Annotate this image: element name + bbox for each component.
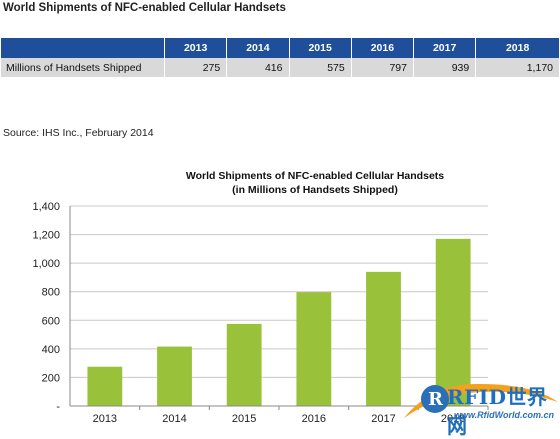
x-tick-label: 2016 — [302, 413, 326, 425]
table-cell: 939 — [413, 58, 477, 77]
bar — [226, 323, 262, 406]
y-tick-label: 1,200 — [32, 230, 60, 242]
header-year: 2017 — [413, 38, 477, 58]
rfid-world-logo: R — [404, 383, 558, 418]
shipments-table: 2013 2014 2015 2016 2017 2018 Millions o… — [1, 38, 559, 77]
x-tick-label: 2015 — [232, 413, 256, 425]
chart-title-block: World Shipments of NFC-enabled Cellular … — [140, 169, 490, 197]
x-tick-label: 2014 — [162, 413, 186, 425]
y-tick-label: 400 — [42, 344, 60, 356]
source-note: Source: IHS Inc., February 2014 — [3, 127, 154, 139]
bar — [435, 238, 471, 406]
header-year: 2013 — [164, 38, 228, 58]
table-cell: 416 — [226, 58, 290, 77]
x-tick-label: 2018 — [441, 413, 465, 425]
row-label: Millions of Handsets Shipped — [1, 58, 165, 77]
chart-title: World Shipments of NFC-enabled Cellular … — [185, 170, 445, 182]
bar — [366, 271, 401, 406]
table-cell: 275 — [164, 58, 228, 77]
y-tick-label: 600 — [42, 315, 60, 327]
header-year: 2015 — [289, 38, 352, 58]
header-year: 2016 — [351, 38, 415, 58]
y-tick-label: - — [56, 401, 60, 413]
header-empty-cell — [1, 38, 165, 58]
bar-layer — [87, 238, 471, 406]
table-cell: 575 — [289, 58, 352, 77]
bar-chart: - 200 400 600 800 1,000 1,200 1,400 2013 2014 2015… — [32, 201, 489, 425]
y-tick-label: 1,000 — [32, 258, 60, 270]
x-tick-label: 2017 — [371, 413, 395, 425]
grid-layer — [70, 205, 488, 378]
bar — [87, 366, 123, 406]
table-cell: 797 — [351, 58, 415, 77]
table-header-row: 2013 2014 2015 2016 2017 2018 — [1, 38, 559, 58]
y-tick-label: 200 — [42, 372, 60, 384]
bar — [157, 346, 192, 406]
header-year: 2018 — [475, 38, 559, 58]
y-tick-label: 800 — [42, 287, 60, 299]
table-row: Millions of Handsets Shipped 275 416 575… — [1, 58, 559, 77]
axis-layer: - 200 400 600 800 1,000 1,200 1,400 2013 2014 2015… — [32, 201, 489, 425]
bar — [296, 292, 332, 406]
table-title: World Shipments of NFC-enabled Cellular … — [3, 2, 286, 14]
table-cell: 1,170 — [475, 58, 559, 77]
y-tick-label: 1,400 — [32, 201, 60, 213]
watermark-url: www.RfidWorld.com.cn — [454, 410, 555, 420]
header-year: 2014 — [226, 38, 290, 58]
x-tick-label: 2013 — [93, 413, 117, 425]
chart-subtitle: (in Millions of Handsets Shipped) — [232, 184, 398, 196]
svg-text:R: R — [428, 389, 444, 410]
